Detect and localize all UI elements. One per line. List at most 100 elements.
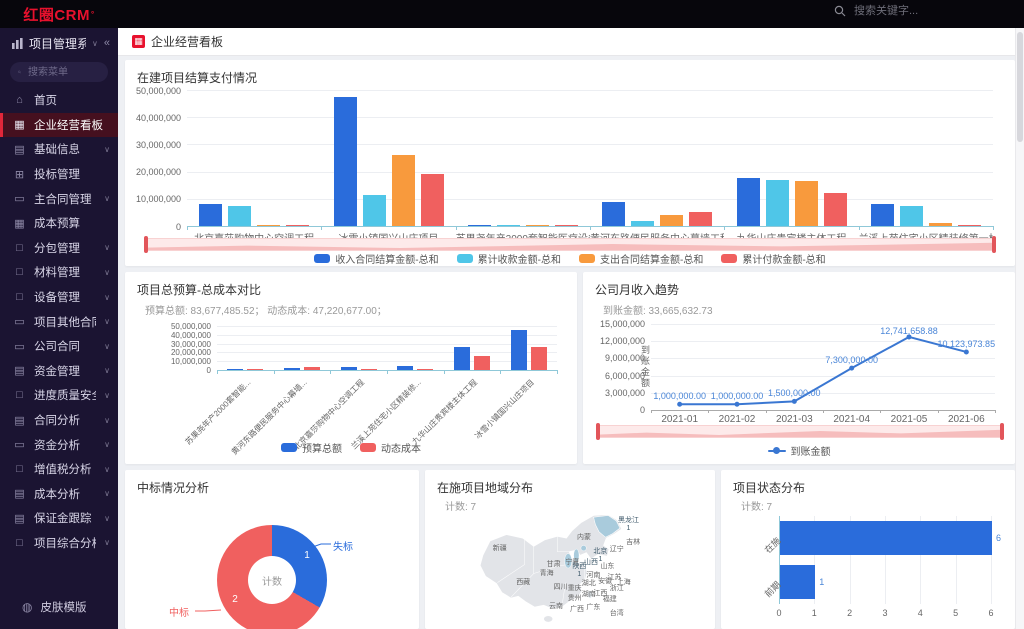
bar[interactable] xyxy=(362,194,386,226)
sidebar-item-12[interactable]: □ 进度质量安全 ∨ xyxy=(0,383,118,408)
sidebar-item-10[interactable]: ▭ 公司合同 ∨ xyxy=(0,334,118,359)
logo[interactable]: 红圈CRM ° xyxy=(0,0,118,28)
bar[interactable] xyxy=(780,521,992,555)
datazoom-handle-right[interactable] xyxy=(992,236,996,253)
bar[interactable] xyxy=(899,205,923,226)
bar[interactable] xyxy=(391,155,415,226)
scrollbar-thumb[interactable] xyxy=(1017,32,1023,142)
bar[interactable] xyxy=(689,212,713,226)
sidebar-item-1[interactable]: ▦ 企业经营看板 xyxy=(0,112,118,138)
province-label: 福建 xyxy=(603,596,617,604)
bar[interactable] xyxy=(928,223,952,226)
province-name: 上海 xyxy=(616,579,631,587)
bar[interactable] xyxy=(397,365,414,370)
tab-dashboard[interactable]: ▦ 企业经营看板 xyxy=(118,28,237,55)
bar[interactable] xyxy=(870,204,894,226)
global-search-input[interactable] xyxy=(852,4,996,18)
bar[interactable] xyxy=(199,204,223,226)
bar[interactable] xyxy=(780,565,816,599)
datazoom-handle-left[interactable] xyxy=(144,236,148,253)
sidebar-item-15[interactable]: □ 增值税分析 ∨ xyxy=(0,457,118,482)
legend-item[interactable]: 动态成本 xyxy=(360,440,421,455)
bar[interactable] xyxy=(794,181,818,226)
bar[interactable] xyxy=(228,205,252,226)
sidebar-item-11[interactable]: ▤ 资金管理 ∨ xyxy=(0,359,118,384)
china-map[interactable]: 新疆 西藏 青海 甘肃 内蒙 宁夏 陕西 1 山西 河南 湖北 重庆 四川 云南 贵州 湖南 广西 广东 江西 福建浙… xyxy=(453,510,687,628)
bar[interactable] xyxy=(602,201,626,226)
doc-icon: ▤ xyxy=(14,512,25,525)
sidebar-item-13[interactable]: ▤ 合同分析 ∨ xyxy=(0,408,118,433)
bar[interactable] xyxy=(420,174,444,226)
scrollbar[interactable] xyxy=(1015,28,1024,629)
bar[interactable] xyxy=(284,368,300,370)
legend-item[interactable]: 到账金额 xyxy=(767,443,831,458)
bar[interactable] xyxy=(496,224,520,226)
legend-swatch xyxy=(721,254,738,263)
sidebar-item-16[interactable]: ▤ 成本分析 ∨ xyxy=(0,482,118,507)
sidebar-item-9[interactable]: ▭ 项目其他合同 ∨ xyxy=(0,309,118,334)
x-axis-tick xyxy=(321,226,323,230)
search-icon xyxy=(834,5,846,17)
tabbar: ▦ 企业经营看板 xyxy=(118,28,1024,56)
bar[interactable] xyxy=(340,367,357,370)
bar[interactable] xyxy=(554,224,578,226)
bar[interactable] xyxy=(660,215,684,226)
bar[interactable] xyxy=(454,346,470,370)
sidebar-item-7[interactable]: □ 材料管理 ∨ xyxy=(0,260,118,285)
bar[interactable] xyxy=(957,224,981,226)
bar[interactable] xyxy=(467,224,491,226)
collapse-icon[interactable]: « xyxy=(103,37,110,49)
bar[interactable] xyxy=(510,330,527,370)
bar[interactable] xyxy=(360,368,377,370)
chevron-down-icon: ∨ xyxy=(104,194,110,204)
sidebar-item-0[interactable]: ⌂ 首页 xyxy=(0,88,118,113)
bar[interactable] xyxy=(474,355,490,370)
province-name: 宁夏 xyxy=(565,559,580,567)
bar[interactable] xyxy=(736,178,760,226)
workspace-switcher[interactable]: 项目管理系... ∨ « xyxy=(0,28,118,58)
legend-item[interactable]: 累计付款金额-总和 xyxy=(721,251,826,266)
sidebar-item-4[interactable]: ▭ 主合同管理 ∨ xyxy=(0,186,118,211)
bar[interactable] xyxy=(257,224,281,226)
line-series[interactable] xyxy=(651,324,995,410)
sidebar-item-3[interactable]: ⊞ 投标管理 xyxy=(0,162,118,187)
sidebar-item-label: 成本预算 xyxy=(34,218,80,231)
sidebar-item-5[interactable]: ▦ 成本预算 xyxy=(0,211,118,236)
bar[interactable] xyxy=(530,346,547,370)
y-axis-label: 20,000,000 xyxy=(170,348,211,358)
skin-template-button[interactable]: ◍ 皮肤模版 xyxy=(0,595,118,619)
bar[interactable] xyxy=(304,367,320,370)
legend-item[interactable]: 支出合同结算金额-总和 xyxy=(579,251,703,266)
global-search[interactable] xyxy=(834,4,996,18)
legend-item[interactable]: 预算总额 xyxy=(281,440,342,455)
x-axis-tick xyxy=(858,226,860,230)
bar[interactable] xyxy=(765,179,789,226)
gridline xyxy=(651,341,995,343)
sidebar-item-2[interactable]: ▤ 基础信息 ∨ xyxy=(0,137,118,162)
sidebar-item-label: 项目综合分析 xyxy=(34,537,97,550)
legend-item[interactable]: 累计收款金额-总和 xyxy=(456,251,561,266)
y-axis-label: 50,000,000 xyxy=(170,322,211,331)
bar[interactable] xyxy=(247,368,264,370)
sidebar-item-18[interactable]: □ 项目综合分析 ∨ xyxy=(0,531,118,556)
menu-search[interactable] xyxy=(10,62,108,82)
bar[interactable] xyxy=(823,193,847,226)
datazoom-handle-left[interactable] xyxy=(596,423,600,440)
bar[interactable] xyxy=(286,224,310,226)
sidebar-item-8[interactable]: □ 设备管理 ∨ xyxy=(0,285,118,310)
sidebar-item-6[interactable]: □ 分包管理 ∨ xyxy=(0,236,118,261)
legend-item[interactable]: 收入合同结算金额-总和 xyxy=(314,251,439,266)
datazoom-slider[interactable] xyxy=(596,423,1004,440)
bar[interactable] xyxy=(525,224,549,226)
bar[interactable] xyxy=(333,96,357,226)
bar[interactable] xyxy=(227,368,244,370)
chevron-down-icon: ∨ xyxy=(104,513,110,523)
datazoom-slider[interactable] xyxy=(144,236,996,253)
sidebar-item-17[interactable]: ▤ 保证金跟踪 ∨ xyxy=(0,506,118,531)
datazoom-handle-right[interactable] xyxy=(1000,423,1004,440)
x-axis-label: 3 xyxy=(882,608,888,618)
sidebar-item-14[interactable]: ▭ 资金分析 ∨ xyxy=(0,432,118,457)
menu-search-input[interactable] xyxy=(26,65,100,79)
bar[interactable] xyxy=(631,220,655,226)
bar[interactable] xyxy=(417,368,434,370)
